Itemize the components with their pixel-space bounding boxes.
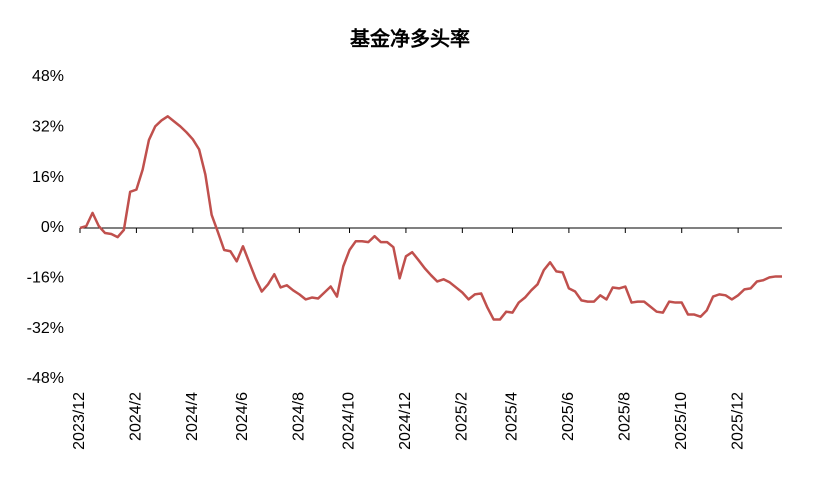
- y-tick-label: 48%: [32, 68, 64, 85]
- x-tick-label: 2025/2: [454, 392, 471, 441]
- x-tick-label: 2025/8: [617, 392, 634, 441]
- x-tick-label: 2024/10: [341, 392, 358, 450]
- x-tick-label: 2025/12: [729, 392, 746, 450]
- x-tick-label: 2024/8: [291, 392, 308, 441]
- y-tick-label: -48%: [27, 370, 64, 387]
- x-tick-label: 2024/6: [234, 392, 251, 441]
- x-tick-label: 2025/4: [504, 392, 521, 441]
- x-tick-label: 2025/10: [673, 392, 690, 450]
- x-tick-label: 2024/2: [128, 392, 145, 441]
- x-tick-label: 2023/12: [71, 392, 88, 450]
- line-series: [79, 115, 782, 321]
- x-tick-label: 2024/4: [184, 392, 201, 441]
- y-tick-label: 0%: [41, 219, 64, 236]
- y-tick-label: -16%: [27, 270, 64, 287]
- x-tick-label: 2024/12: [397, 392, 414, 450]
- y-tick-label: 32%: [32, 119, 64, 136]
- chart-title: 基金净多头率: [350, 26, 470, 50]
- y-tick-label: -32%: [27, 320, 64, 337]
- y-tick-label: 16%: [32, 169, 64, 186]
- x-tick-label: 2025/6: [560, 392, 577, 441]
